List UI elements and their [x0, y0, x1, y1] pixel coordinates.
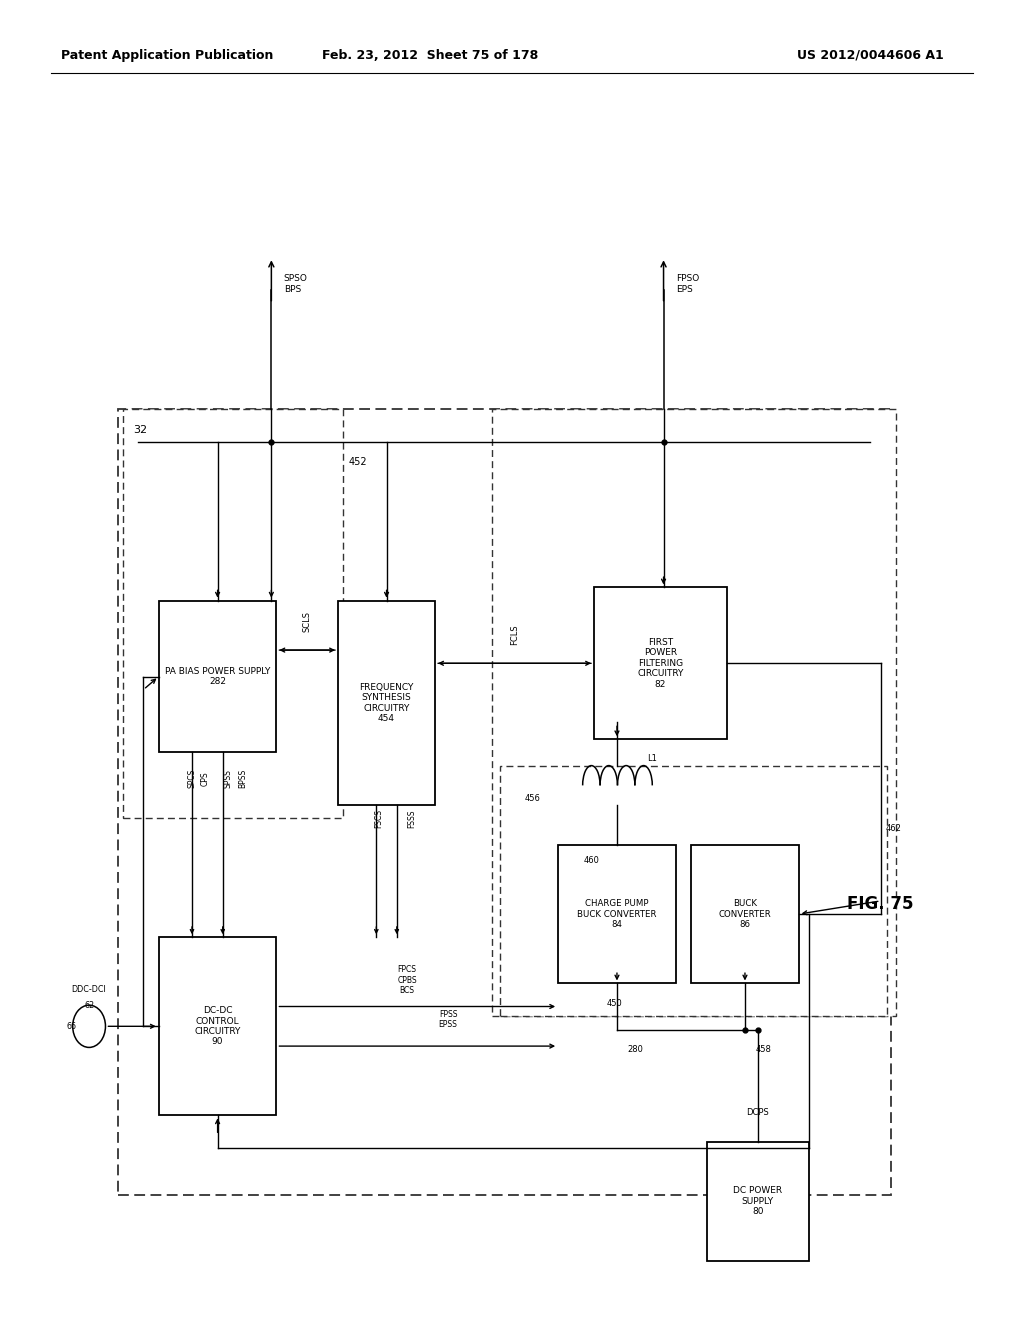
Bar [159, 601, 276, 752]
Bar [338, 601, 435, 805]
Text: DC-DC
CONTROL
CIRCUITRY
90: DC-DC CONTROL CIRCUITRY 90 [195, 1006, 241, 1047]
Text: PA BIAS POWER SUPPLY
282: PA BIAS POWER SUPPLY 282 [165, 667, 270, 686]
Text: 66: 66 [67, 1022, 77, 1031]
Text: DDC-DCI: DDC-DCI [72, 985, 106, 994]
Text: L1: L1 [647, 755, 656, 763]
Text: FPCS
CPBS
BCS: FPCS CPBS BCS [397, 965, 417, 995]
Text: FIG. 75: FIG. 75 [848, 895, 913, 913]
Text: CPS: CPS [201, 771, 210, 787]
Text: FCLS: FCLS [510, 624, 519, 644]
Text: 458: 458 [756, 1045, 771, 1053]
Text: SPSO
BPS: SPSO BPS [284, 275, 307, 293]
Text: FSCS: FSCS [374, 809, 383, 828]
Text: SPCS: SPCS [187, 770, 197, 788]
Text: DCPS: DCPS [746, 1109, 769, 1117]
Text: 460: 460 [584, 857, 599, 865]
Bar [558, 845, 676, 983]
Bar [594, 587, 727, 739]
Text: SCLS: SCLS [303, 611, 311, 631]
Bar [159, 937, 276, 1115]
Text: BPSS: BPSS [239, 770, 248, 788]
Text: BUCK
CONVERTER
86: BUCK CONVERTER 86 [719, 899, 771, 929]
Text: CHARGE PUMP
BUCK CONVERTER
84: CHARGE PUMP BUCK CONVERTER 84 [578, 899, 656, 929]
Bar [691, 845, 799, 983]
Text: 62: 62 [84, 1001, 94, 1010]
Bar [707, 1142, 809, 1261]
Text: Patent Application Publication: Patent Application Publication [61, 49, 273, 62]
Text: 32: 32 [133, 425, 147, 436]
Bar [500, 766, 887, 1016]
Text: 462: 462 [886, 825, 902, 833]
Bar [123, 409, 343, 818]
Text: 450: 450 [607, 999, 623, 1007]
Text: SPSS: SPSS [223, 770, 232, 788]
Text: FPSS
EPSS: FPSS EPSS [438, 1010, 458, 1030]
Circle shape [73, 1006, 105, 1048]
Text: FIRST
POWER
FILTERING
CIRCUITRY
82: FIRST POWER FILTERING CIRCUITRY 82 [637, 638, 684, 689]
Bar [492, 409, 896, 1016]
Text: 280: 280 [627, 1045, 643, 1053]
Text: Feb. 23, 2012  Sheet 75 of 178: Feb. 23, 2012 Sheet 75 of 178 [322, 49, 539, 62]
Bar [118, 409, 891, 1195]
Text: 456: 456 [524, 795, 541, 803]
Text: FPSO
EPS: FPSO EPS [676, 275, 699, 293]
Text: 452: 452 [348, 457, 367, 467]
Text: FSSS: FSSS [408, 809, 417, 828]
Text: US 2012/0044606 A1: US 2012/0044606 A1 [797, 49, 944, 62]
Text: DC POWER
SUPPLY
80: DC POWER SUPPLY 80 [733, 1187, 782, 1216]
Text: FREQUENCY
SYNTHESIS
CIRCUITRY
454: FREQUENCY SYNTHESIS CIRCUITRY 454 [359, 682, 414, 723]
